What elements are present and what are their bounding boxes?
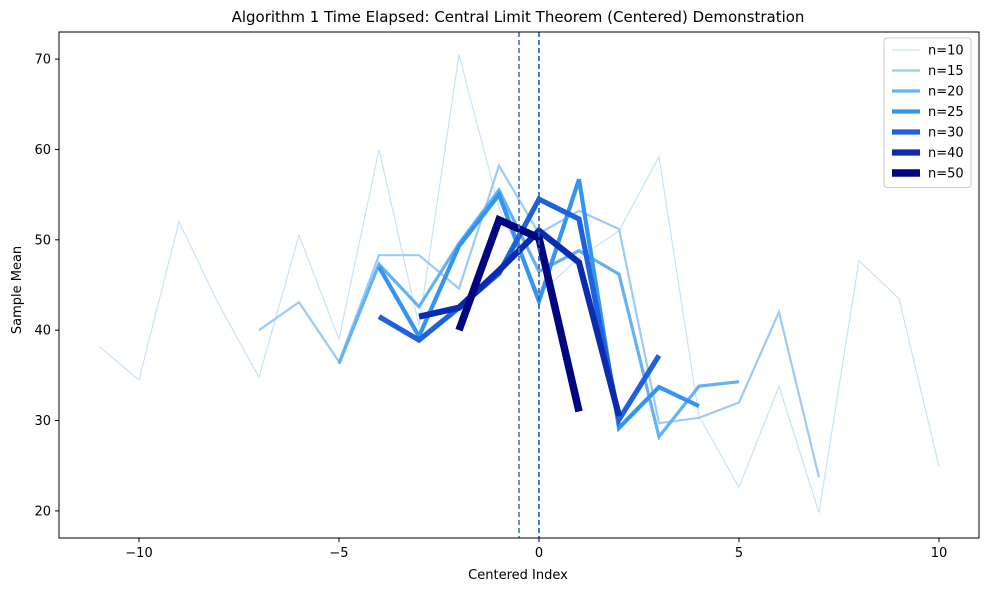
y-tick-label: 30 bbox=[34, 414, 51, 429]
y-tick-label: 40 bbox=[34, 324, 51, 339]
legend-label: n=25 bbox=[928, 105, 964, 120]
x-tick-label: 5 bbox=[735, 546, 743, 561]
y-tick-label: 70 bbox=[34, 53, 51, 68]
y-tick-label: 60 bbox=[34, 143, 51, 158]
y-tick-label: 20 bbox=[34, 504, 51, 519]
legend: n=10 n=15 n=20 n=25 n=30 n=40 n=50 bbox=[883, 37, 972, 188]
x-axis-ticks: −10 −5 0 5 10 bbox=[125, 538, 947, 561]
x-tick-label: −10 bbox=[125, 546, 152, 561]
legend-label: n=10 bbox=[928, 44, 964, 59]
chart-title: Algorithm 1 Time Elapsed: Central Limit … bbox=[232, 8, 805, 26]
y-tick-label: 50 bbox=[34, 233, 51, 248]
series-line-n-25 bbox=[377, 178, 700, 433]
legend-label: n=20 bbox=[928, 85, 964, 100]
legend-label: n=50 bbox=[928, 167, 964, 182]
x-axis-label: Centered Index bbox=[468, 568, 568, 583]
y-axis-label: Sample Mean bbox=[10, 246, 25, 334]
x-tick-label: 10 bbox=[931, 546, 948, 561]
y-axis-ticks: 20 30 40 50 60 70 bbox=[34, 53, 59, 519]
reference-lines bbox=[518, 32, 540, 538]
x-tick-label: 0 bbox=[535, 546, 543, 561]
series-line-n-20 bbox=[337, 187, 740, 441]
legend-label: n=40 bbox=[928, 146, 964, 161]
legend-label: n=30 bbox=[928, 126, 964, 141]
legend-label: n=15 bbox=[928, 64, 964, 79]
x-tick-label: −5 bbox=[329, 546, 348, 561]
axes-frame bbox=[58, 31, 980, 539]
